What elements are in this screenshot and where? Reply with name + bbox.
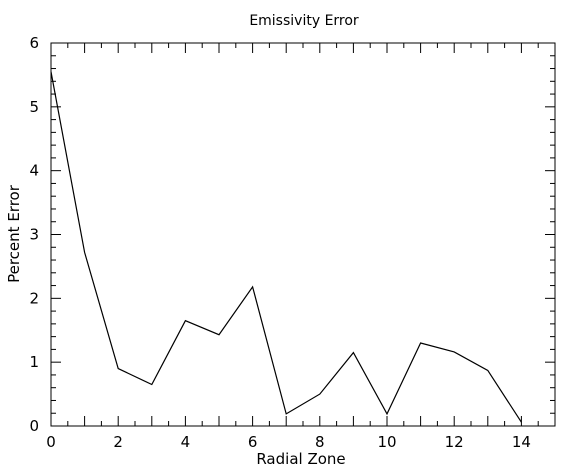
- plot-area: [50, 42, 556, 427]
- y-tick-label: 1: [29, 353, 39, 371]
- axis-ticks: [50, 42, 556, 427]
- x-tick-label: 2: [113, 433, 123, 451]
- x-tick-label: 10: [377, 433, 396, 451]
- y-tick-label: 5: [29, 98, 39, 116]
- y-axis-label: Percent Error: [5, 184, 23, 283]
- x-tick-label: 6: [248, 433, 258, 451]
- y-tick-label: 6: [29, 34, 39, 52]
- x-tick-label: 12: [445, 433, 464, 451]
- axis-frame: [50, 42, 556, 427]
- series-line: [50, 71, 522, 423]
- y-tick-label: 2: [29, 289, 39, 307]
- x-tick-label: 0: [46, 433, 56, 451]
- x-tick-label: 4: [181, 433, 191, 451]
- y-tick-label: 0: [29, 417, 39, 435]
- y-tick-label: 4: [29, 162, 39, 180]
- x-tick-label: 14: [512, 433, 531, 451]
- chart-title: Emissivity Error: [249, 13, 359, 29]
- x-axis-label: Radial Zone: [256, 450, 345, 468]
- x-tick-label: 8: [315, 433, 325, 451]
- y-tick-label: 3: [29, 226, 39, 244]
